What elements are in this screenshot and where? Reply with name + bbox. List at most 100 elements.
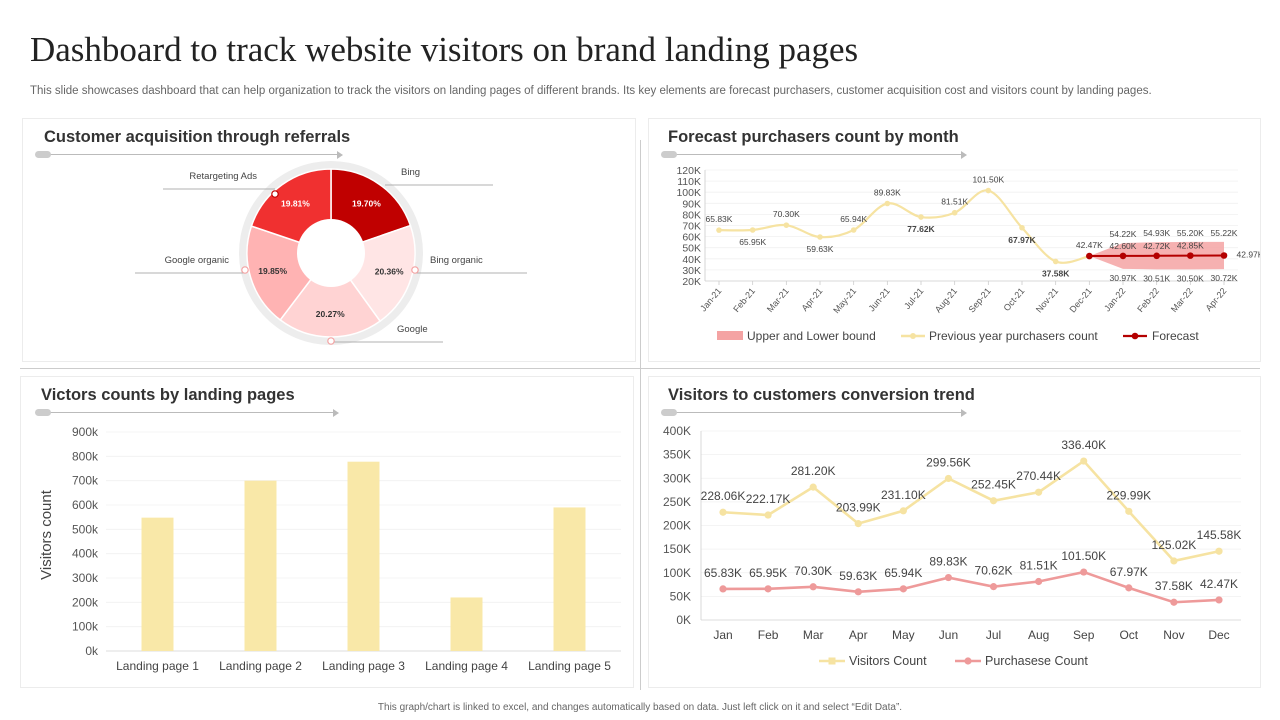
conversion-x-tick: Oct bbox=[1119, 628, 1138, 642]
legend-marker-visitors bbox=[828, 657, 836, 665]
landing-bar-chart: 0k 100k 200k 300k 400k 500k 600k 700k 800k 900k La… bbox=[38, 425, 621, 673]
conversion-value-label: 59.63K bbox=[839, 569, 877, 583]
conversion-value-label: 67.97K bbox=[1110, 565, 1148, 579]
bar-y-axis-title: Visitors count bbox=[38, 489, 55, 580]
forecast-point bbox=[1220, 252, 1228, 259]
forecast-upper-label: 55.22K bbox=[1211, 228, 1238, 238]
conversion-value-label: 203.99K bbox=[836, 501, 881, 515]
conversion-point-purchases bbox=[899, 585, 907, 593]
donut-value-label: 20.36% bbox=[375, 266, 404, 276]
forecast-previous-year-label: 37.58K bbox=[1042, 268, 1070, 278]
legend-label-forecast: Forecast bbox=[1152, 329, 1199, 343]
landing-slider[interactable] bbox=[35, 409, 339, 417]
bar-y-tick: 0k bbox=[85, 644, 99, 658]
landing-panel: Victors counts by landing pages 0k 100k 20… bbox=[20, 376, 634, 688]
forecast-previous-year-point bbox=[985, 187, 992, 194]
forecast-previous-year-point bbox=[884, 200, 891, 207]
forecast-y-tick: 100K bbox=[676, 187, 701, 199]
conversion-value-label: 270.44K bbox=[1016, 469, 1061, 483]
conversion-value-label: 252.45K bbox=[971, 478, 1016, 492]
forecast-previous-year-label: 89.83K bbox=[874, 187, 901, 197]
forecast-previous-year-point bbox=[716, 227, 722, 233]
forecast-x-tick: Jan-22 bbox=[1102, 286, 1127, 314]
forecast-previous-year-point bbox=[951, 209, 958, 216]
horizontal-divider bbox=[20, 368, 1260, 369]
forecast-previous-year-label: 65.94K bbox=[840, 214, 867, 224]
conversion-y-tick: 0K bbox=[676, 613, 691, 627]
donut-category-label: Bing bbox=[401, 167, 420, 178]
conversion-point-purchases bbox=[809, 583, 817, 591]
forecast-y-tick: 110K bbox=[677, 176, 701, 188]
bar-y-tick: 400k bbox=[72, 547, 99, 561]
referrals-panel-title: Customer acquisition through referrals bbox=[44, 128, 351, 146]
forecast-x-tick: Dec-21 bbox=[1068, 286, 1094, 315]
bar-y-tick: 100k bbox=[72, 620, 99, 634]
conversion-x-tick: Nov bbox=[1163, 628, 1184, 642]
forecast-y-tick: 40K bbox=[682, 254, 701, 266]
conversion-panel-title: Visitors to customers conversion trend bbox=[668, 386, 975, 404]
bar-x-tick: Landing page 3 bbox=[322, 659, 405, 673]
conversion-point-purchases bbox=[944, 573, 953, 582]
forecast-previous-year-label: 65.95K bbox=[739, 237, 766, 247]
donut-value-label: 19.70% bbox=[352, 198, 381, 208]
forecast-lower-label: 30.51K bbox=[1143, 273, 1170, 283]
referrals-slider[interactable] bbox=[35, 151, 343, 159]
conversion-x-tick: Jun bbox=[939, 628, 958, 642]
conversion-point-visitors bbox=[944, 474, 953, 483]
conversion-y-tick: 400K bbox=[663, 424, 691, 438]
referrals-donut-chart: 19.70% 20.36% 20.27% 19.85% 19.81% Retargetin… bbox=[135, 161, 527, 345]
conversion-y-tick: 50K bbox=[670, 589, 691, 603]
donut-leader-dot bbox=[271, 190, 279, 198]
conversion-value-label: 336.40K bbox=[1061, 438, 1106, 452]
forecast-panel-title: Forecast purchasers count by month bbox=[668, 128, 959, 146]
conversion-panel: Visitors to customers conversion trend 0… bbox=[648, 376, 1261, 688]
forecast-value-label: 42.97K bbox=[1237, 250, 1260, 260]
conversion-y-tick: 150K bbox=[663, 542, 691, 556]
conversion-value-label: 125.02K bbox=[1152, 538, 1197, 552]
referrals-panel: Customer acquisition through referrals 1… bbox=[22, 118, 636, 362]
forecast-previous-year-point bbox=[817, 234, 823, 240]
page-subtitle: This slide showcases dashboard that can … bbox=[30, 85, 1152, 97]
legend-dot-previous bbox=[910, 333, 916, 339]
donut-category-label: Bing organic bbox=[430, 255, 483, 266]
conversion-point-purchases bbox=[764, 585, 772, 593]
forecast-x-tick: Jun-21 bbox=[867, 286, 892, 314]
conversion-x-tick: Aug bbox=[1028, 628, 1049, 642]
conversion-y-tick: 250K bbox=[663, 495, 691, 509]
conversion-line-chart: 0K 50K 100K 150K 200K 250K 300K 350K 400K Jan Feb M… bbox=[663, 424, 1241, 668]
conversion-x-tick: Feb bbox=[758, 628, 779, 642]
conversion-x-tick: Dec bbox=[1208, 628, 1229, 642]
conversion-x-tick: Apr bbox=[849, 628, 868, 642]
donut-value-label: 20.27% bbox=[316, 309, 345, 319]
donut-leader-dot bbox=[411, 266, 419, 274]
legend-label-bound: Upper and Lower bound bbox=[747, 329, 876, 343]
forecast-x-tick: Feb-22 bbox=[1135, 286, 1161, 314]
conversion-point-purchases bbox=[989, 583, 998, 591]
forecast-value-label: 42.72K bbox=[1143, 241, 1170, 251]
forecast-x-tick: Aug-21 bbox=[933, 286, 959, 315]
donut-category-label: Retargeting Ads bbox=[189, 171, 257, 182]
conversion-point-visitors bbox=[854, 520, 862, 528]
conversion-y-tick: 100K bbox=[663, 566, 691, 580]
legend-label-purchases: Purchasese Count bbox=[985, 654, 1088, 668]
donut-value-label: 19.81% bbox=[281, 198, 310, 208]
donut-slice-bing-organic bbox=[279, 251, 382, 338]
conversion-value-label: 65.83K bbox=[704, 566, 742, 580]
forecast-x-tick: Jan-21 bbox=[698, 286, 723, 314]
conversion-point-visitors bbox=[989, 497, 998, 505]
donut-leader-dot bbox=[327, 337, 335, 345]
forecast-previous-year-point bbox=[783, 222, 790, 228]
bar-5 bbox=[553, 507, 586, 651]
conversion-point-purchases bbox=[1035, 577, 1043, 586]
bar-x-tick: Landing page 4 bbox=[425, 659, 508, 673]
legend-label-visitors: Visitors Count bbox=[849, 654, 927, 668]
forecast-x-tick: May-21 bbox=[831, 286, 858, 315]
conversion-value-label: 281.20K bbox=[791, 464, 836, 478]
forecast-previous-year-point bbox=[1052, 258, 1059, 265]
conversion-slider[interactable] bbox=[661, 409, 967, 417]
forecast-panel: Forecast purchasers count by month 20K 30… bbox=[648, 118, 1261, 362]
conversion-value-label: 228.06K bbox=[701, 489, 746, 503]
forecast-x-tick: Sep-21 bbox=[967, 286, 993, 315]
forecast-slider[interactable] bbox=[661, 151, 967, 159]
